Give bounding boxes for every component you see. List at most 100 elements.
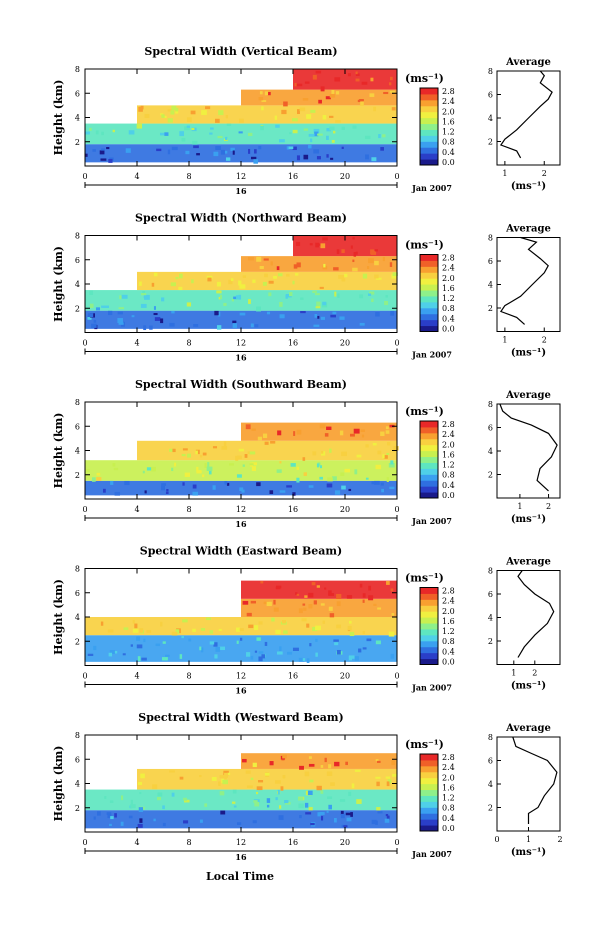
heatmap-region <box>85 123 397 145</box>
heatmap-cell <box>388 462 395 468</box>
average-x-tick-label: 1 <box>502 336 507 345</box>
heatmap-cell <box>118 307 124 310</box>
heatmap-cell <box>144 490 147 494</box>
heatmap-cell <box>310 138 313 143</box>
heatmap-cell <box>320 603 325 606</box>
heatmap-cell <box>326 426 332 430</box>
heatmap-cell <box>215 647 221 652</box>
y-tick-label: 2 <box>75 138 80 147</box>
local-time-label: Local Time <box>206 870 274 883</box>
heatmap-cell <box>152 784 158 790</box>
colorbar-frame <box>419 753 439 832</box>
y-axis-label: Height (km) <box>52 413 65 489</box>
colorbar-swatch <box>420 147 438 154</box>
heatmap-cell <box>315 638 318 642</box>
colorbar-swatch <box>420 652 438 660</box>
heatmap-cell <box>224 481 228 485</box>
heatmap-cell <box>302 658 306 662</box>
heatmap-cell <box>304 595 308 598</box>
heatmap-cell <box>380 482 384 486</box>
heatmap-cell <box>390 76 393 81</box>
heatmap-cell <box>268 280 274 284</box>
heatmap-cell <box>319 476 323 480</box>
heatmap-cell <box>311 582 316 586</box>
heatmap-cell <box>196 470 202 474</box>
heatmap-cell <box>277 273 283 277</box>
colorbar-swatch <box>420 432 438 440</box>
average-x-label: (ms⁻¹) <box>511 681 546 692</box>
heatmap-cell <box>142 470 145 474</box>
heatmap-cell <box>151 282 155 287</box>
heatmap-cell <box>161 114 165 118</box>
heatmap-cell <box>277 430 282 436</box>
heatmap-cell <box>270 261 273 266</box>
colorbar-frame <box>419 420 439 499</box>
heatmap-cell <box>313 128 320 133</box>
heatmap-cell <box>279 314 285 319</box>
average-y-tick-label: 6 <box>488 757 493 766</box>
heatmap-cell <box>153 312 158 316</box>
day-label: 16 <box>235 519 247 529</box>
heatmap-cell <box>333 267 339 271</box>
x-tick-label: 16 <box>288 339 298 348</box>
colorbar-swatch <box>420 421 438 428</box>
average-y-tick-label: 4 <box>488 114 493 123</box>
heatmap-cell <box>352 125 357 129</box>
heatmap-cell <box>377 760 381 763</box>
heatmap-cell <box>296 593 300 596</box>
heatmap-cell <box>386 477 389 482</box>
heatmap-cell <box>316 301 321 307</box>
average-y-tick-label: 2 <box>488 304 493 313</box>
heatmap-cell <box>179 131 185 137</box>
heatmap-cell <box>95 307 101 311</box>
heatmap-cell <box>306 623 310 628</box>
average-y-tick-label: 8 <box>488 67 493 76</box>
heatmap-cell <box>368 585 372 591</box>
heatmap-cell <box>310 109 316 113</box>
colorbar-tick-label: 1.6 <box>442 284 455 293</box>
heatmap-cell <box>348 620 352 624</box>
average-x-tick-label: 2 <box>542 169 547 178</box>
heatmap-cell <box>188 638 192 642</box>
heatmap-cell <box>360 429 365 432</box>
average-profile-line <box>499 70 553 159</box>
colorbar-tick-label: 0.4 <box>442 647 455 656</box>
heatmap-cell <box>214 310 219 316</box>
heatmap-cell <box>316 156 321 160</box>
colorbar-swatch <box>420 765 438 773</box>
heatmap-cell <box>165 654 170 657</box>
colorbar-swatch <box>420 438 438 446</box>
heatmap-cell <box>370 77 374 82</box>
heatmap-cell <box>285 294 288 299</box>
y-tick-label: 4 <box>75 280 80 289</box>
colorbar-swatch <box>420 313 438 321</box>
heatmap-cell <box>169 322 175 327</box>
heatmap-cell <box>250 156 257 160</box>
heatmap-cell <box>235 455 239 461</box>
colorbar-tick-label: 2.0 <box>442 107 455 116</box>
heatmap-cell <box>196 153 200 156</box>
average-x-tick-label: 0 <box>494 835 499 844</box>
colorbar-swatch <box>420 593 438 600</box>
heatmap-cell <box>339 430 344 436</box>
heatmap-cell <box>308 485 314 488</box>
heatmap-cell <box>103 305 110 309</box>
colorbar-swatch <box>420 623 438 630</box>
heatmap-cell <box>242 464 245 467</box>
heatmap-cell <box>320 765 324 768</box>
colorbar-swatch <box>420 795 438 802</box>
heatmap-cell <box>266 91 271 96</box>
heatmap-cell <box>100 158 107 161</box>
heatmap-cell <box>175 629 180 634</box>
heatmap-cell <box>186 302 192 307</box>
heatmap-cell <box>316 585 320 588</box>
heatmap-cell <box>333 130 336 134</box>
heatmap-cell <box>348 488 352 492</box>
colorbar-swatch <box>420 159 438 166</box>
heatmap-cell <box>97 811 101 816</box>
heatmap-cell <box>371 481 376 485</box>
heatmap-cell <box>185 150 190 155</box>
average-y-tick-label: 2 <box>488 637 493 646</box>
heatmap-cell <box>324 587 327 590</box>
heatmap-cell <box>308 604 313 609</box>
